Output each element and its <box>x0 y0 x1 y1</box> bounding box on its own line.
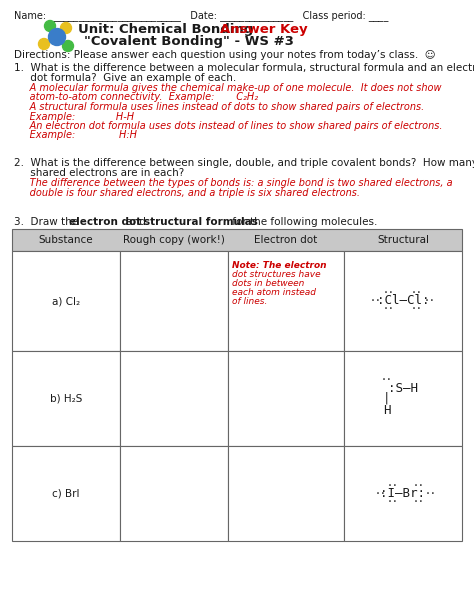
Text: Structural: Structural <box>377 235 429 245</box>
Text: ··: ·· <box>413 497 425 506</box>
Text: dot formula?  Give an example of each.: dot formula? Give an example of each. <box>14 73 236 83</box>
Circle shape <box>38 39 49 50</box>
Text: and: and <box>123 217 149 227</box>
Text: of lines.: of lines. <box>232 297 267 306</box>
Text: Unit: Chemical Bonding: Unit: Chemical Bonding <box>78 23 258 36</box>
Text: 3.  Draw the: 3. Draw the <box>14 217 82 227</box>
Text: double is four shared electrons, and a triple is six shared electrons.: double is four shared electrons, and a t… <box>14 188 360 197</box>
Text: :Cl—Cl:: :Cl—Cl: <box>377 294 429 308</box>
Circle shape <box>61 23 72 34</box>
Text: Note: The electron: Note: The electron <box>232 261 327 270</box>
Text: Answer Key: Answer Key <box>220 23 308 36</box>
Text: ··: ·· <box>383 304 395 314</box>
Text: ··: ·· <box>411 288 423 298</box>
Text: A structural formula uses lines instead of dots to show shared pairs of electron: A structural formula uses lines instead … <box>14 102 424 112</box>
Text: for the following molecules.: for the following molecules. <box>229 217 377 227</box>
Text: H: H <box>383 404 391 417</box>
Text: Rough copy (work!): Rough copy (work!) <box>123 235 225 245</box>
Text: shared electrons are in each?: shared electrons are in each? <box>14 168 184 178</box>
Text: 1.  What is the difference between a molecular formula, structural formula and a: 1. What is the difference between a mole… <box>14 63 474 73</box>
Text: Electron dot: Electron dot <box>255 235 318 245</box>
Text: Substance: Substance <box>39 235 93 245</box>
Text: Directions: Please answer each question using your notes from today’s class.  ☺: Directions: Please answer each question … <box>14 50 436 60</box>
Text: ··: ·· <box>424 296 436 306</box>
Text: ··: ·· <box>375 489 387 498</box>
Bar <box>228 351 344 446</box>
Text: :I—Br:: :I—Br: <box>381 487 426 500</box>
Text: ··: ·· <box>411 304 423 314</box>
Text: ··: ·· <box>425 489 437 498</box>
Text: dot structures have: dot structures have <box>232 270 320 279</box>
Bar <box>12 251 120 351</box>
Text: dots in between: dots in between <box>232 279 304 288</box>
Text: Example:              H:H: Example: H:H <box>14 131 137 140</box>
Text: ··: ·· <box>413 481 425 490</box>
Text: ··: ·· <box>387 481 399 490</box>
Text: ··: ·· <box>387 497 399 506</box>
Text: "Covalent Bonding" - WS #3: "Covalent Bonding" - WS #3 <box>84 35 294 48</box>
Text: electron dot: electron dot <box>69 217 142 227</box>
Text: Name: ___________________________   Date: _______________   Class period: ____: Name: ___________________________ Date: … <box>14 10 388 21</box>
Text: c) BrI: c) BrI <box>52 489 80 498</box>
Text: Example:             H-H: Example: H-H <box>14 112 134 121</box>
Text: ··: ·· <box>381 376 393 386</box>
Bar <box>120 351 228 446</box>
Text: ··: ·· <box>383 288 395 298</box>
Text: each atom instead: each atom instead <box>232 288 316 297</box>
Bar <box>120 446 228 541</box>
Text: a) Cl₂: a) Cl₂ <box>52 296 80 306</box>
Text: 2.  What is the difference between single, double, and triple covalent bonds?  H: 2. What is the difference between single… <box>14 158 474 168</box>
Bar <box>12 351 120 446</box>
Bar <box>228 446 344 541</box>
Text: atom-to-atom connectivity.  Example:       C₂H₂: atom-to-atom connectivity. Example: C₂H₂ <box>14 93 258 102</box>
Text: The difference between the types of bonds is: a single bond is two shared electr: The difference between the types of bond… <box>14 178 453 188</box>
Circle shape <box>48 28 65 45</box>
Bar <box>12 446 120 541</box>
Text: ··: ·· <box>370 296 382 306</box>
Bar <box>228 251 344 351</box>
Text: b) H₂S: b) H₂S <box>50 394 82 403</box>
Circle shape <box>63 40 73 51</box>
Bar <box>344 446 462 541</box>
Bar <box>120 251 228 351</box>
Bar <box>344 251 462 351</box>
Text: An electron dot formula uses dots instead of lines to show shared pairs of elect: An electron dot formula uses dots instea… <box>14 121 443 131</box>
Text: |: | <box>383 392 391 405</box>
Text: A molecular formula gives the chemical make-up of one molecule.  It does not sho: A molecular formula gives the chemical m… <box>14 83 441 93</box>
Bar <box>344 351 462 446</box>
Text: :S—H: :S—H <box>388 382 418 395</box>
Circle shape <box>45 20 55 31</box>
Text: structural formulas: structural formulas <box>144 217 258 227</box>
Bar <box>12 229 462 251</box>
